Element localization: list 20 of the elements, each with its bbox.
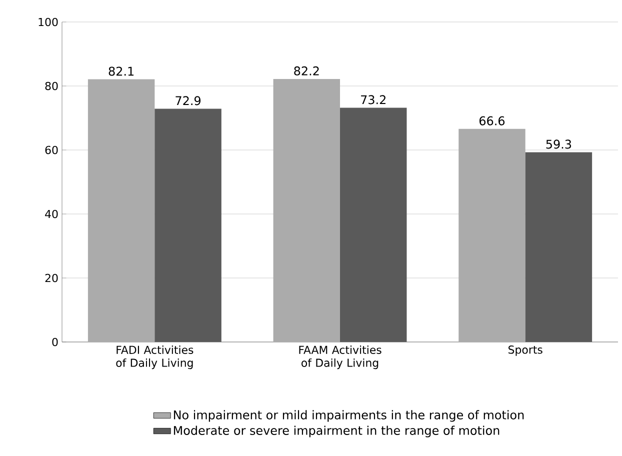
x-tick-label: FAAM Activities of Daily Living bbox=[299, 346, 382, 370]
legend-label: No impairment or mild impairments in the range of motion bbox=[174, 410, 524, 422]
bar bbox=[88, 79, 155, 342]
bar bbox=[458, 128, 526, 342]
data-label: 73.2 bbox=[361, 95, 386, 104]
x-tick-label: FADI Activities of Daily Living bbox=[116, 346, 194, 370]
y-tick-label: 60 bbox=[45, 146, 58, 154]
y-tick-label: 100 bbox=[38, 18, 58, 26]
data-label: 66.6 bbox=[480, 116, 505, 126]
legend-label: Moderate or severe impairment in the range of motion bbox=[174, 426, 500, 438]
data-label: 82.2 bbox=[294, 66, 319, 76]
y-tick-label: 40 bbox=[45, 210, 58, 218]
x-tick-label: Sports bbox=[508, 346, 542, 356]
bar bbox=[273, 78, 340, 342]
y-tick-label: 80 bbox=[45, 82, 58, 90]
y-tick-label: 0 bbox=[52, 338, 58, 346]
data-label: 82.1 bbox=[108, 66, 134, 76]
data-label: 72.9 bbox=[176, 96, 200, 106]
y-tick-label: 20 bbox=[45, 274, 58, 282]
data-label: 59.3 bbox=[546, 140, 572, 149]
